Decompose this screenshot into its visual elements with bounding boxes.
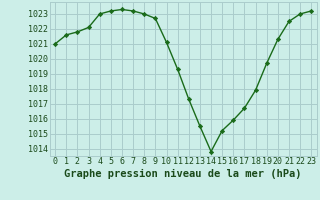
X-axis label: Graphe pression niveau de la mer (hPa): Graphe pression niveau de la mer (hPa) — [64, 169, 302, 179]
